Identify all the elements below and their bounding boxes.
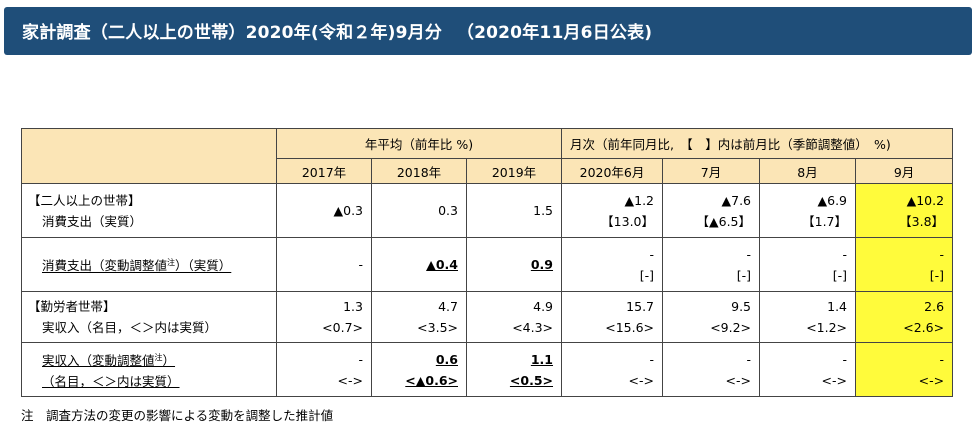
column-header-jul: 7月 xyxy=(662,158,761,184)
row-label-line1: 【勤労者世帯】 xyxy=(28,299,116,314)
table-row: 実収入（変動調整値注） （名目，＜＞内は実質） - <-> 0.6 <▲0.6> 1… xyxy=(21,341,954,398)
table-cell: - <-> xyxy=(561,341,664,398)
row-label: 【二人以上の世帯】 消費支出（実質） xyxy=(21,183,277,238)
table-row: 【勤労者世帯】 実収入（名目，＜＞内は実質） 1.3 <0.7> 4.7 <3.5>… xyxy=(21,291,954,343)
table-cell: ▲1.2 【13.0】 xyxy=(561,183,664,238)
row-label-line2: 消費支出（実質） xyxy=(42,213,143,229)
row-label-line1: 実収入（変動調整値注） xyxy=(42,353,176,369)
table-cell: 4.7 <3.5> xyxy=(371,291,467,343)
table-cell-highlighted: ▲10.2 【3.8】 xyxy=(855,183,954,238)
column-header-2018: 2018年 xyxy=(371,158,467,184)
row-label-line1: 消費支出（変動調整値注）（実質） xyxy=(42,258,232,274)
column-header-2019: 2019年 xyxy=(465,158,563,184)
table-cell: - [-] xyxy=(759,237,857,292)
table-cell-highlighted: - [-] xyxy=(855,237,954,292)
table-cell-highlighted: - <-> xyxy=(855,341,954,398)
table-cell: - xyxy=(276,237,372,292)
table-cell: ▲6.9 【1.7】 xyxy=(759,183,857,238)
column-header-row: 2017年 2018年 2019年 2020年6月 7月 8月 9月 xyxy=(22,158,954,184)
footnote: 注 調査方法の変更の影響による変動を調整した推計値 xyxy=(21,408,334,423)
table-cell: - <-> xyxy=(759,341,857,398)
row-label-line2: （名目，＜＞内は実質） xyxy=(42,374,180,390)
table-cell: - <-> xyxy=(662,341,761,398)
table-cell: ▲0.4 xyxy=(371,237,467,292)
table-cell: 1.5 xyxy=(465,183,563,238)
table-row: 消費支出（変動調整値注）（実質） - ▲0.4 0.9 - [-] - [-] -[… xyxy=(21,237,954,292)
title-bar: 家計調査（二人以上の世帯）2020年(令和２年)9月分 （2020年11月6日公… xyxy=(4,7,972,55)
table-cell: ▲7.6 【▲6.5】 xyxy=(662,183,761,238)
table-cell: 0.3 xyxy=(371,183,467,238)
column-header-2020-jun: 2020年6月 xyxy=(561,158,664,184)
header-corner xyxy=(21,128,277,184)
column-header-sep: 9月 xyxy=(855,158,954,184)
page-title: 家計調査（二人以上の世帯）2020年(令和２年)9月分 （2020年11月6日公… xyxy=(22,23,653,43)
table-cell: - <-> xyxy=(276,341,372,398)
table-cell: 1.4 <1.2> xyxy=(759,291,857,343)
table-row: 【二人以上の世帯】 消費支出（実質） ▲0.3 0.3 1.5 ▲1.2 【13.… xyxy=(21,183,954,238)
annual-average-header: 年平均（前年比 %) xyxy=(275,128,563,159)
row-label-line1: 【二人以上の世帯】 xyxy=(28,192,141,208)
table-cell: ▲0.3 xyxy=(276,183,372,238)
table-cell: 0.9 xyxy=(465,237,563,292)
statistics-table: 年平均（前年比 %) 月次（前年同月比, 【 】内は前月比（季節調整値） %) … xyxy=(21,128,954,398)
column-header-aug: 8月 xyxy=(759,158,857,184)
row-label: 【勤労者世帯】 実収入（名目，＜＞内は実質） xyxy=(21,291,277,343)
table-cell: - [-] xyxy=(561,237,664,292)
column-header-2017: 2017年 xyxy=(276,158,372,184)
table-cell: 1.3 <0.7> xyxy=(276,291,372,343)
group-header-row: 年平均（前年比 %) 月次（前年同月比, 【 】内は前月比（季節調整値） %) xyxy=(21,128,954,184)
table-cell: - [-] xyxy=(662,237,761,292)
table-cell: 0.6 <▲0.6> xyxy=(371,341,467,398)
row-label-line2: 実収入（名目，＜＞内は実質） xyxy=(42,320,218,335)
table-cell: 15.7 <15.6> xyxy=(561,291,664,343)
table-cell: 9.5 <9.2> xyxy=(662,291,761,343)
row-label: 実収入（変動調整値注） （名目，＜＞内は実質） xyxy=(21,341,277,398)
table-cell: 1.1 <0.5> xyxy=(465,341,563,398)
monthly-header: 月次（前年同月比, 【 】内は前月比（季節調整値） %) xyxy=(561,128,954,159)
row-label: 消費支出（変動調整値注）（実質） xyxy=(21,237,277,292)
table-cell-highlighted: 2.6 <2.6> xyxy=(855,291,954,343)
table-cell: 4.9 <4.3> xyxy=(465,291,563,343)
